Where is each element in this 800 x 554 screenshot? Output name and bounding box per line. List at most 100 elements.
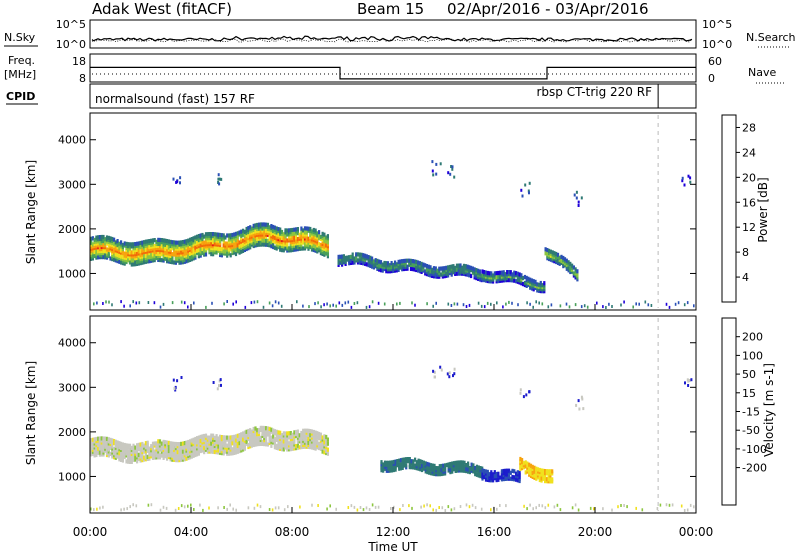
echo-cell	[173, 260, 176, 265]
echo-cell	[310, 229, 314, 234]
echo-cell	[367, 263, 370, 268]
echo-cell	[454, 265, 457, 270]
echo-cell	[254, 223, 257, 228]
echo-cell	[120, 240, 123, 245]
echo-cell	[153, 244, 156, 249]
echo-cell	[307, 226, 310, 231]
echo-cell	[505, 302, 507, 306]
echo-cell	[90, 236, 93, 241]
echo-cell	[199, 233, 202, 238]
echo-cell	[490, 302, 492, 306]
echo-cell	[526, 301, 528, 305]
echo-cell	[183, 251, 186, 256]
echo-cell	[121, 452, 124, 457]
echo-cell	[204, 232, 208, 237]
echo-cell	[338, 301, 341, 305]
echo-cell	[261, 439, 264, 444]
echo-cell	[271, 508, 274, 512]
echo-cell	[447, 269, 450, 274]
echo-cell	[169, 449, 172, 454]
echo-cell	[196, 234, 199, 239]
echo-cell	[118, 241, 121, 246]
echo-cell	[529, 302, 531, 306]
echo-cell	[220, 177, 223, 181]
echo-cell	[448, 264, 451, 270]
echo-cell	[218, 182, 221, 186]
echo-cell	[219, 378, 222, 382]
echo-cell	[318, 441, 321, 447]
echo-cell	[211, 301, 213, 305]
echo-cell	[179, 176, 182, 180]
echo-cell	[444, 509, 447, 512]
echo-cell	[405, 457, 408, 462]
echo-cell	[538, 473, 541, 479]
echo-cell	[136, 241, 139, 246]
echo-cell	[307, 436, 310, 441]
echo-cell	[524, 470, 527, 475]
echo-cell	[477, 465, 480, 470]
echo-cell	[425, 264, 428, 269]
echo-cell	[194, 436, 197, 442]
echo-cell	[365, 254, 368, 259]
echo-cell	[234, 237, 238, 243]
echo-cell	[480, 507, 483, 511]
echo-cell	[562, 255, 565, 261]
echo-cell	[222, 233, 225, 238]
echo-cell	[222, 435, 225, 440]
echo-cell	[277, 506, 280, 510]
echo-cell	[222, 243, 225, 248]
echo-cell	[420, 261, 423, 266]
echo-cell	[549, 469, 552, 474]
echo-cell	[190, 446, 193, 451]
echo-cell	[623, 504, 625, 507]
echo-cell	[282, 447, 285, 452]
echo-cell	[295, 227, 298, 232]
echo-cell	[291, 444, 294, 449]
echo-cell	[572, 271, 575, 276]
echo-cell	[511, 468, 514, 473]
echo-cell	[355, 252, 358, 257]
echo-cell	[538, 301, 540, 305]
echo-cell	[492, 273, 495, 278]
echo-cell	[412, 459, 415, 464]
echo-cell	[453, 367, 456, 371]
echo-cell	[224, 235, 227, 240]
echo-cell	[212, 381, 215, 384]
echo-cell	[109, 451, 112, 456]
echo-cell	[295, 429, 298, 435]
echo-cell	[273, 429, 276, 434]
echo-cell	[153, 248, 156, 253]
echo-cell	[547, 503, 550, 507]
echo-cell	[305, 442, 308, 447]
echo-cell	[470, 265, 473, 270]
echo-cell	[242, 437, 245, 442]
echo-cell	[158, 439, 162, 444]
power-ylabel: Slant Range [km]	[24, 160, 38, 264]
echo-cell	[125, 241, 128, 246]
echo-cell	[296, 237, 299, 242]
echo-cell	[353, 302, 356, 305]
echo-cell	[259, 230, 262, 235]
echo-cell	[236, 231, 239, 236]
cpid-label: CPID	[6, 90, 35, 103]
echo-cell	[551, 477, 554, 482]
echo-cell	[547, 473, 550, 478]
echo-cell	[518, 470, 521, 475]
echo-cell	[206, 232, 209, 237]
echo-cell	[157, 251, 160, 256]
echo-cell	[556, 252, 560, 257]
echo-cell	[107, 235, 110, 240]
echo-cell	[118, 259, 121, 264]
echo-cell	[495, 275, 498, 280]
echo-cell	[307, 236, 310, 241]
echo-cell	[275, 437, 278, 442]
echo-cell	[486, 270, 489, 276]
echo-cell	[490, 470, 493, 475]
echo-cell	[650, 304, 653, 307]
echo-cell	[150, 238, 153, 243]
echo-cell	[223, 302, 225, 306]
echo-cell	[431, 463, 434, 468]
echo-cell	[305, 428, 308, 433]
echo-cell	[233, 246, 236, 251]
echo-cell	[224, 435, 227, 440]
